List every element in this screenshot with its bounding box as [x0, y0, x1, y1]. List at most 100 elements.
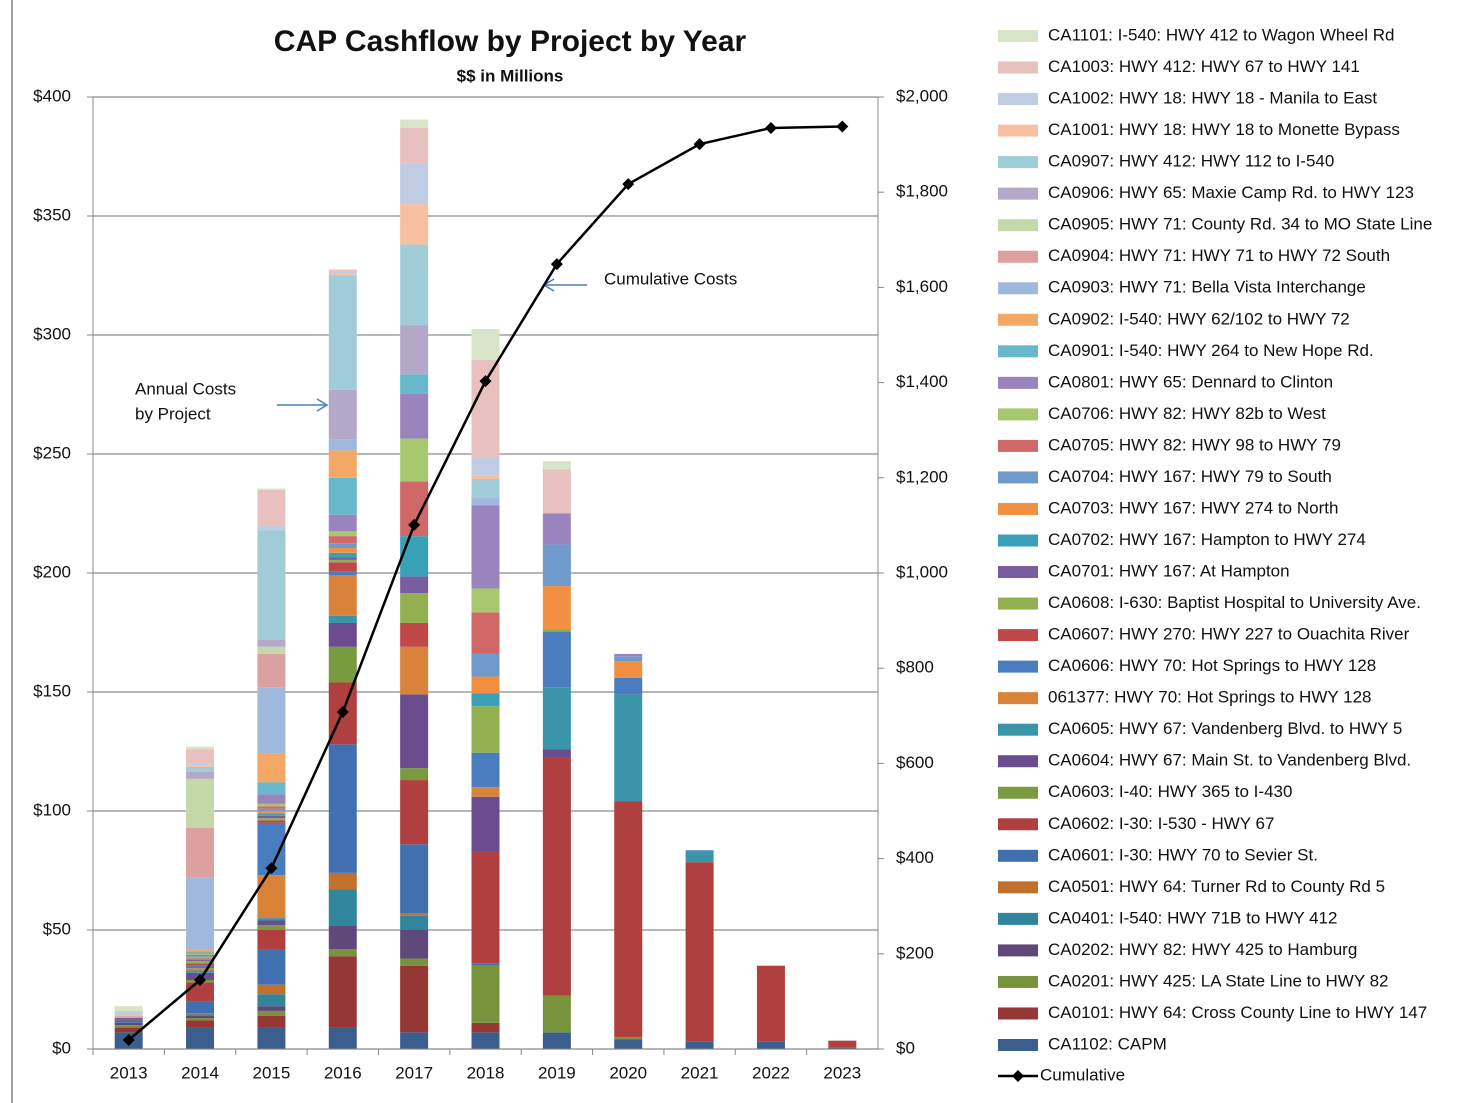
bar-segment — [328, 622, 357, 647]
bar-segment — [328, 559, 357, 563]
bar-segment — [328, 646, 357, 683]
x-tick-label: 2023 — [823, 1063, 861, 1082]
bar-segment — [685, 851, 714, 863]
bar-segment — [186, 827, 215, 878]
legend-swatch — [998, 408, 1038, 421]
annotation-text: by Project — [135, 404, 211, 423]
x-tick-label: 2016 — [324, 1063, 362, 1082]
legend-label: CA0706: HWY 82: HWY 82b to West — [1048, 404, 1326, 423]
bar-segment — [328, 562, 357, 572]
y-tick-label: $400 — [33, 86, 71, 105]
legend-label: CA0901: I-540: HWY 264 to New Hope Rd. — [1048, 341, 1374, 360]
bar-segment — [400, 930, 429, 959]
bar-segment — [186, 1027, 215, 1049]
bar-segment — [186, 954, 215, 957]
legend-swatch — [998, 282, 1038, 295]
bar-segment — [471, 693, 500, 707]
bar-segment — [186, 877, 215, 950]
bar-segment — [114, 1025, 143, 1028]
bar-segment — [186, 949, 215, 952]
bar-segment — [186, 965, 215, 969]
legend-swatch — [998, 250, 1038, 263]
x-tick-label: 2015 — [252, 1063, 290, 1082]
y-tick-label: $0 — [52, 1038, 71, 1057]
legend-label: CA0906: HWY 65: Maxie Camp Rd. to HWY 12… — [1048, 183, 1414, 202]
legend-swatch — [998, 502, 1038, 515]
bar-segment — [257, 488, 286, 490]
bar-segment — [257, 815, 286, 819]
line-marker — [336, 705, 349, 718]
legend-swatch — [998, 755, 1038, 768]
legend-swatch — [998, 597, 1038, 610]
legend-label: CA0701: HWY 167: At Hampton — [1048, 562, 1290, 581]
legend-label: CA0703: HWY 167: HWY 274 to North — [1048, 498, 1338, 517]
bar-segment — [257, 782, 286, 795]
x-tick-label: 2014 — [181, 1063, 219, 1082]
y2-tick-label: $200 — [896, 943, 934, 962]
legend-swatch — [998, 219, 1038, 232]
y-tick-label: $300 — [33, 324, 71, 343]
bar-segment — [186, 1015, 215, 1019]
bar-segment — [257, 525, 286, 531]
legend-swatch — [998, 376, 1038, 389]
bar-segment — [400, 576, 429, 594]
bar-segment — [542, 461, 571, 470]
bar-segment — [471, 706, 500, 753]
bar-segment — [186, 771, 215, 779]
y2-tick-label: $800 — [896, 658, 934, 677]
bar-segment — [614, 653, 643, 657]
bar-segment — [614, 801, 643, 1038]
bar-segment — [542, 1032, 571, 1049]
bar-segment — [471, 612, 500, 654]
legend-swatch — [998, 849, 1038, 862]
bar-segment — [542, 586, 571, 629]
bar-segment — [400, 393, 429, 439]
bar-segment — [685, 1041, 714, 1049]
bar-segment — [328, 872, 357, 890]
bar-segment — [186, 970, 215, 973]
line-marker — [622, 178, 635, 191]
bar-segment — [471, 752, 500, 788]
line-marker — [836, 120, 849, 133]
bar-segment — [471, 329, 500, 360]
bar-segment — [328, 889, 357, 926]
bar-segment — [471, 796, 500, 852]
bar-segment — [186, 765, 215, 767]
line-marker — [479, 375, 492, 388]
bar-segment — [186, 963, 215, 966]
bar-segment — [400, 646, 429, 695]
bar-segment — [186, 763, 215, 766]
bar-segment — [471, 965, 500, 1023]
legend-swatch — [998, 61, 1038, 74]
bar-segment — [257, 646, 286, 654]
bar-segment — [328, 552, 357, 558]
bar-segment — [186, 952, 215, 954]
legend-swatch — [998, 881, 1038, 894]
bar-segment — [257, 930, 286, 950]
bar-segment — [257, 806, 286, 809]
bar-segment — [114, 1012, 143, 1015]
legend-swatch — [998, 345, 1038, 358]
annotation-arrow — [316, 398, 329, 412]
legend-swatch — [998, 566, 1038, 579]
bar-segment — [186, 1013, 215, 1015]
bar-segment — [542, 469, 571, 514]
legend-swatch — [998, 1039, 1038, 1051]
bar-segment — [186, 778, 215, 828]
x-tick-label: 2022 — [752, 1063, 790, 1082]
legend-swatch — [998, 818, 1038, 831]
bar-segment — [114, 1022, 143, 1026]
bar-segment — [400, 204, 429, 245]
bar-segment — [114, 1010, 143, 1013]
bar-segment — [186, 960, 215, 964]
bar-segment — [328, 450, 357, 478]
legend-swatch — [998, 313, 1038, 326]
bar-segment — [400, 593, 429, 623]
legend-label: CA0902: I-540: HWY 62/102 to HWY 72 — [1048, 309, 1350, 328]
bar-segment — [471, 359, 500, 458]
bar-segment — [186, 957, 215, 959]
legend-marker — [1012, 1070, 1024, 1082]
y-tick-label: $150 — [33, 681, 71, 700]
bar-segment — [614, 677, 643, 695]
bar-segment — [328, 275, 357, 390]
